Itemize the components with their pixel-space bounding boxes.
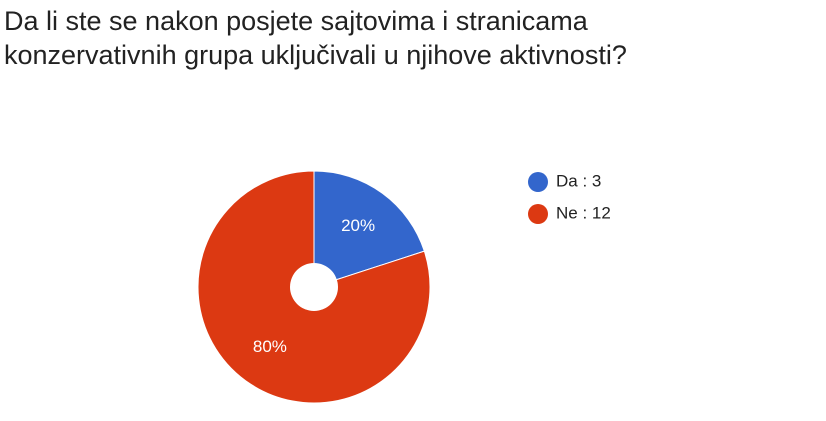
legend-label: Ne : 12: [556, 203, 611, 222]
legend-marker: [528, 172, 548, 192]
pie-slice: [197, 170, 431, 404]
chart-title: Da li ste se nakon posjete sajtovima i s…: [4, 6, 627, 70]
slice-label: 20%: [341, 216, 375, 235]
pie-slice: [313, 170, 425, 288]
slice-label: 80%: [253, 337, 287, 356]
legend-label: Da : 3: [556, 171, 601, 190]
legend-marker: [528, 204, 548, 224]
donut-hole: [290, 263, 338, 311]
